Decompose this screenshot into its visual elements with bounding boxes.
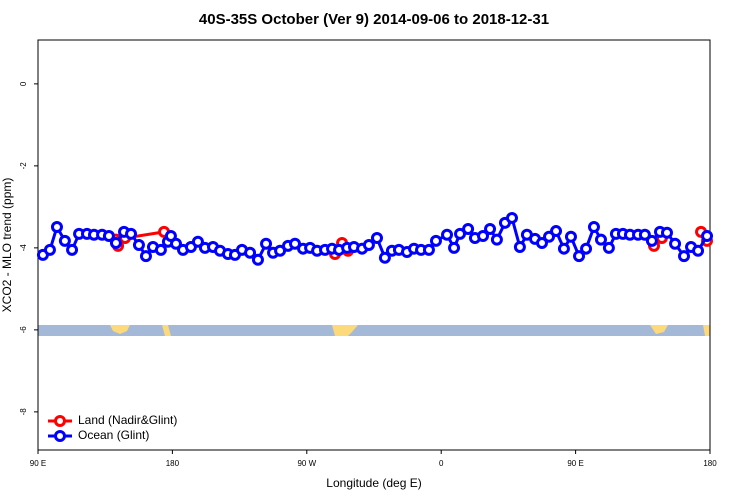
data-point (594, 233, 607, 246)
data-point (154, 243, 167, 256)
y-tick-label: -4 (19, 244, 28, 252)
data-point (587, 220, 600, 233)
data-point (477, 229, 490, 242)
legend-label: Land (Nadir&Glint) (78, 413, 177, 427)
data-point (289, 237, 302, 250)
data-point (164, 229, 177, 242)
y-tick-label: 0 (19, 81, 28, 86)
legend-label: Ocean (Glint) (78, 428, 149, 442)
land-blob (703, 325, 710, 336)
data-point (513, 241, 526, 254)
data-point (564, 230, 577, 243)
data-point (169, 237, 182, 250)
data-point (448, 241, 461, 254)
data-point (602, 241, 615, 254)
legend-marker (54, 430, 66, 442)
data-point (505, 211, 518, 224)
x-tick-label: 180 (703, 459, 717, 468)
data-point (550, 225, 563, 238)
data-point (260, 237, 273, 250)
data-point (669, 237, 682, 250)
data-point (490, 233, 503, 246)
x-tick-label: 90 W (297, 459, 316, 468)
data-point (251, 253, 264, 266)
x-tick-label: 0 (439, 459, 444, 468)
data-point (370, 232, 383, 245)
data-point (441, 228, 454, 241)
data-point (645, 234, 658, 247)
y-tick-label: -2 (19, 162, 28, 170)
data-point (43, 243, 56, 256)
data-point (429, 234, 442, 247)
legend-marker (54, 415, 66, 427)
data-point (678, 250, 691, 263)
x-tick-label: 90 E (30, 459, 46, 468)
ocean-band (38, 325, 710, 336)
data-point (139, 250, 152, 263)
data-point (125, 227, 138, 240)
x-tick-label: 90 E (567, 459, 583, 468)
data-point (66, 243, 79, 256)
data-point (362, 239, 375, 251)
land-blob (110, 325, 130, 334)
data-point (58, 234, 71, 247)
data-point (102, 229, 115, 242)
data-point (701, 229, 714, 242)
land-blob (162, 325, 171, 336)
data-point (557, 242, 570, 255)
y-axis-label: XCO2 - MLO trend (ppm) (0, 178, 14, 313)
data-point (109, 236, 122, 249)
data-point (660, 226, 673, 239)
data-point (132, 239, 145, 251)
land-mask (38, 325, 710, 336)
x-axis-label: Longitude (deg E) (326, 476, 421, 490)
data-point (244, 246, 257, 259)
y-tick-label: -6 (19, 326, 28, 334)
data-point (422, 243, 435, 256)
y-tick-label: -8 (19, 408, 28, 416)
chart-title: 40S-35S October (Ver 9) 2014-09-06 to 20… (199, 11, 549, 28)
data-point (692, 244, 705, 257)
data-point (573, 250, 586, 263)
data-point (454, 227, 467, 240)
data-point (580, 242, 593, 255)
data-point (484, 223, 497, 236)
data-point (378, 251, 391, 264)
land-blob (650, 325, 668, 334)
land-blob (332, 325, 358, 336)
x-tick-label: 180 (166, 459, 180, 468)
data-point (191, 235, 204, 248)
data-point (50, 220, 63, 233)
data-point (462, 223, 475, 236)
data-point (536, 236, 548, 249)
data-point (638, 228, 651, 241)
